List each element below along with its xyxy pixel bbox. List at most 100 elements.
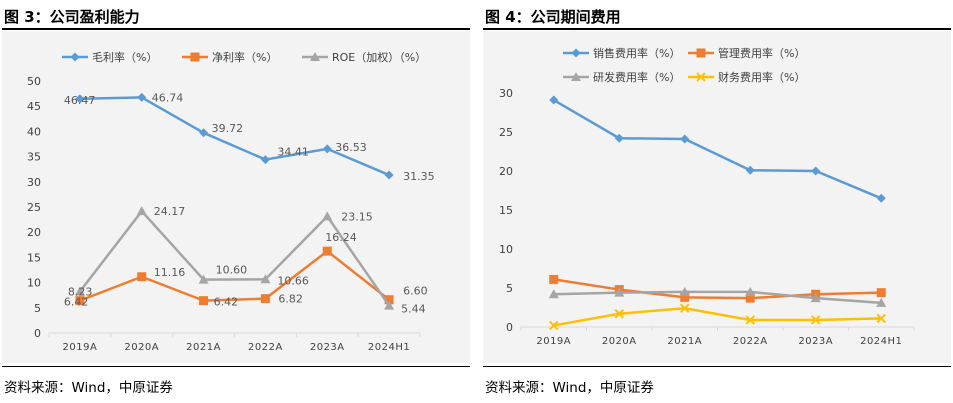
right-data-point <box>811 166 821 176</box>
left-legend-item: ROE（加权）（%） <box>302 51 426 64</box>
right-legend-item: 销售费用率（%） <box>563 46 680 60</box>
right-legend-marker <box>571 48 581 58</box>
left-legend-item: 毛利率（%） <box>62 50 157 64</box>
left-data-point <box>384 295 394 305</box>
right-legend-label: 研发费用率（%） <box>593 70 680 84</box>
right-x-tick-label: 2022A <box>733 336 768 347</box>
right-plot-background <box>483 31 951 363</box>
right-data-point <box>680 292 690 302</box>
right-series-3 <box>549 303 886 331</box>
left-data-point <box>199 128 209 138</box>
left-data-point <box>74 286 85 296</box>
left-y-tick-label: 0 <box>34 327 41 340</box>
left-legend-marker <box>70 52 80 62</box>
left-x-tick-label: 2021A <box>186 342 221 353</box>
left-y-tick-label: 15 <box>27 251 41 264</box>
left-legend-item: 净利率（%） <box>182 50 277 64</box>
left-series-line <box>78 209 391 307</box>
right-y-tick-label: 30 <box>499 87 513 100</box>
left-data-label: 11.16 <box>154 266 186 279</box>
right-data-point <box>876 288 886 298</box>
right-y-tick-label: 20 <box>499 165 513 178</box>
right-data-point <box>680 134 690 144</box>
left-data-label: 6.60 <box>403 285 428 298</box>
left-data-point <box>322 211 333 221</box>
right-x-tick-label: 2021A <box>667 336 702 347</box>
right-data-point <box>876 297 887 307</box>
left-y-tick-label: 35 <box>27 151 41 164</box>
left-data-label: 46.47 <box>64 94 96 107</box>
left-panel: 图 3：公司盈利能力 0 5 10 15 20 25 30 35 40 45 50 2019A 2020… <box>0 0 472 403</box>
right-data-point <box>876 313 886 324</box>
left-data-label: 6.82 <box>278 293 303 306</box>
left-top-rule <box>2 28 470 30</box>
left-y-tick-label: 45 <box>27 100 41 113</box>
right-data-point <box>549 320 559 331</box>
left-data-point <box>75 94 85 104</box>
left-data-point <box>137 272 147 282</box>
right-data-point <box>614 309 624 319</box>
left-y-tick-label: 50 <box>27 75 41 88</box>
right-top-rule <box>483 28 951 30</box>
right-figure-title: 图 4：公司期间费用 <box>485 8 621 26</box>
left-legend-marker <box>310 52 320 61</box>
right-legend-label: 财务费用率（%） <box>718 70 805 84</box>
left-data-label: 10.66 <box>277 274 309 287</box>
right-x-tick-label: 2024H1 <box>860 336 902 347</box>
right-x-tick-label: 2019A <box>536 336 571 347</box>
right-series-line <box>553 290 882 305</box>
left-figure-title: 图 3：公司盈利能力 <box>4 8 140 26</box>
left-data-point <box>384 170 394 180</box>
left-series-1 <box>75 246 394 306</box>
right-legend-label: 销售费用率（%） <box>593 46 680 60</box>
right-legend-item: 管理费用率（%） <box>688 46 805 60</box>
left-x-tick-label: 2019A <box>63 342 98 353</box>
right-series-2 <box>548 286 887 307</box>
right-series-line <box>553 307 882 327</box>
right-legend-item: 研发费用率（%） <box>563 70 680 84</box>
left-data-label: 10.60 <box>216 264 248 277</box>
right-source-note: 资料来源：Wind，中原证券 <box>485 380 654 396</box>
left-data-point <box>198 274 209 284</box>
right-data-point <box>810 293 821 303</box>
right-series-0 <box>549 95 886 203</box>
right-data-point <box>614 287 625 297</box>
left-data-point <box>384 300 395 310</box>
left-source-note: 资料来源：Wind，中原证券 <box>4 380 173 396</box>
right-data-point <box>876 193 886 203</box>
left-data-point <box>199 296 209 306</box>
left-y-tick-label: 25 <box>27 201 41 214</box>
left-data-label: 39.72 <box>212 122 244 135</box>
left-legend-label: 净利率（%） <box>212 50 277 64</box>
left-y-tick-label: 20 <box>27 226 41 239</box>
right-data-point <box>745 286 756 296</box>
right-y-tick-label: 10 <box>499 243 513 256</box>
left-series-line <box>79 249 390 302</box>
left-data-point <box>260 274 271 284</box>
right-data-point <box>549 274 559 284</box>
left-data-point <box>260 294 270 304</box>
right-data-point <box>548 289 559 299</box>
left-x-tick-label: 2024H1 <box>368 342 410 353</box>
right-y-tick-label: 5 <box>506 282 513 295</box>
left-data-label: 31.35 <box>403 170 435 183</box>
right-data-point <box>811 315 821 325</box>
left-data-label: 36.53 <box>335 141 367 154</box>
right-data-point <box>679 286 690 296</box>
right-legend-item: 财务费用率（%） <box>688 70 805 84</box>
right-data-point <box>549 95 559 105</box>
left-bottom-rule <box>2 366 470 367</box>
right-data-point <box>680 303 690 313</box>
right-legend-label: 管理费用率（%） <box>718 46 805 60</box>
right-y-tick-label: 0 <box>506 321 513 334</box>
right-legend-marker <box>571 72 581 81</box>
left-series-line <box>79 96 390 177</box>
right-series-line <box>553 278 882 300</box>
left-data-label: 16.24 <box>325 231 357 244</box>
left-data-point <box>75 296 85 306</box>
right-x-tick-label: 2020A <box>602 336 637 347</box>
left-legend-marker <box>190 52 200 62</box>
left-legend-label: ROE（加权）（%） <box>332 51 426 64</box>
left-data-point <box>136 206 147 216</box>
left-legend-label: 毛利率（%） <box>92 50 157 64</box>
